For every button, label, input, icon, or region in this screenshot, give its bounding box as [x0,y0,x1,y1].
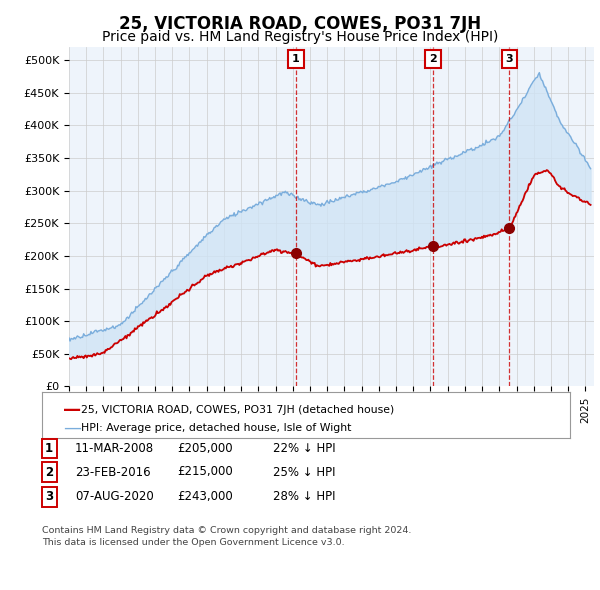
Text: 11-MAR-2008: 11-MAR-2008 [75,442,154,455]
Text: 07-AUG-2020: 07-AUG-2020 [75,490,154,503]
Text: 1: 1 [292,54,300,64]
Text: 28% ↓ HPI: 28% ↓ HPI [273,490,335,503]
Text: £205,000: £205,000 [177,442,233,455]
Text: 2: 2 [429,54,437,64]
Text: 25, VICTORIA ROAD, COWES, PO31 7JH (detached house): 25, VICTORIA ROAD, COWES, PO31 7JH (deta… [81,405,394,415]
Text: This data is licensed under the Open Government Licence v3.0.: This data is licensed under the Open Gov… [42,538,344,547]
Text: 25, VICTORIA ROAD, COWES, PO31 7JH: 25, VICTORIA ROAD, COWES, PO31 7JH [119,15,481,33]
Text: 3: 3 [45,490,53,503]
Text: —: — [63,419,81,437]
Text: 1: 1 [45,442,53,455]
Text: Price paid vs. HM Land Registry's House Price Index (HPI): Price paid vs. HM Land Registry's House … [102,30,498,44]
Text: £243,000: £243,000 [177,490,233,503]
Text: 22% ↓ HPI: 22% ↓ HPI [273,442,335,455]
Text: 3: 3 [506,54,513,64]
Text: HPI: Average price, detached house, Isle of Wight: HPI: Average price, detached house, Isle… [81,423,352,432]
Text: 2: 2 [45,466,53,478]
Text: —: — [63,401,81,419]
Text: 25% ↓ HPI: 25% ↓ HPI [273,466,335,478]
Text: Contains HM Land Registry data © Crown copyright and database right 2024.: Contains HM Land Registry data © Crown c… [42,526,412,535]
Text: £215,000: £215,000 [177,466,233,478]
Text: 23-FEB-2016: 23-FEB-2016 [75,466,151,478]
